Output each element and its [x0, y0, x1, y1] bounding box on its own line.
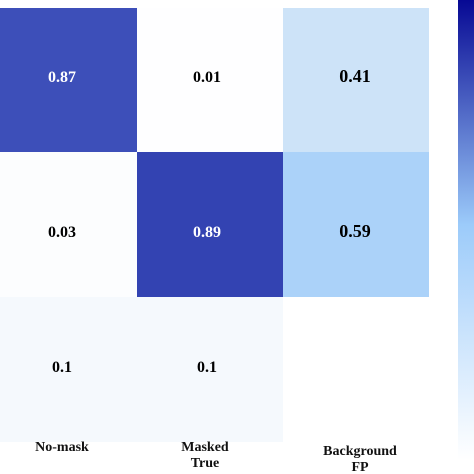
heatmap-cell-r1-c1 — [137, 152, 283, 297]
heatmap-cell-r0-c1 — [137, 8, 283, 152]
cell-value-label-r0-c2: 0.41 — [339, 66, 371, 86]
heatmap-cell-r0-c2 — [283, 8, 429, 152]
heatmap-cell-r2-c0 — [0, 297, 137, 442]
x-tick-label-0: No-mask — [35, 440, 89, 455]
cell-value-label-r2-c0: 0.1 — [52, 359, 72, 376]
x-tick-labels-layer: No-mask Masked True Background FP — [35, 440, 397, 474]
cell-value-label-r2-c1: 0.1 — [197, 359, 217, 376]
value-labels-layer: 0.87 0.01 0.41 0.03 0.89 0.59 0.1 0.1 — [48, 66, 371, 376]
cell-value-label-r0-c1: 0.01 — [193, 69, 221, 86]
heatmap-cell-r2-c2 — [283, 297, 429, 442]
heatmap-cell-r0-c0 — [0, 8, 137, 152]
heatmap-cell-r2-c1 — [137, 297, 283, 442]
cells-layer — [0, 8, 429, 442]
x-tick-label-2: Background FP — [323, 444, 397, 474]
x-tick-label-1: Masked True — [181, 440, 229, 471]
cell-value-label-r0-c0: 0.87 — [48, 69, 76, 86]
cell-value-label-r1-c0: 0.03 — [48, 224, 76, 241]
cell-value-label-r1-c2: 0.59 — [339, 221, 371, 241]
cell-value-label-r1-c1: 0.89 — [193, 224, 221, 241]
heatmap-cell-r1-c0 — [0, 152, 137, 297]
colorbar — [458, 0, 474, 460]
heatmap-cell-r1-c2 — [283, 152, 429, 297]
